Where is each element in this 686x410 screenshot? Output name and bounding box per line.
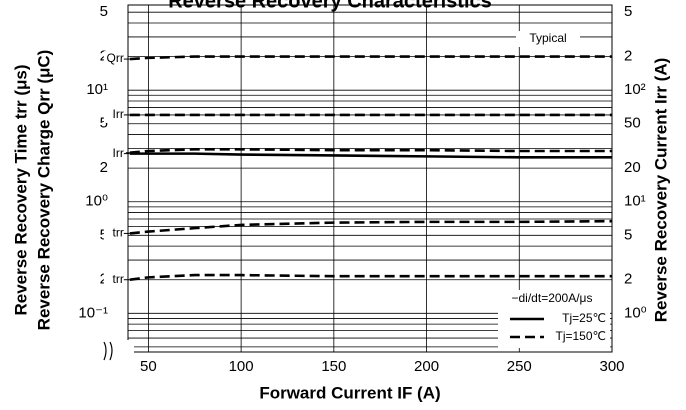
y2-tick-label: 5 (624, 226, 632, 243)
series-label: Irr (113, 107, 124, 121)
x-tick-label: 100 (229, 358, 254, 375)
x-tick-label: 250 (507, 358, 532, 375)
y2-tick-label: 10¹ (624, 193, 646, 210)
x-axis-title: Forward Current IF (A) (259, 383, 440, 402)
y-tick-label: 10⁻¹ (78, 304, 108, 321)
annotation-bg (516, 31, 580, 47)
y2-tick-label: 10⁰ (624, 304, 647, 321)
chart-title: Reverse Recovery Characteristics (168, 0, 492, 12)
series-line (129, 273, 612, 282)
series-line (129, 55, 612, 61)
y-axis-title: Reverse Recovery Time trr (μs) (11, 64, 30, 315)
y-axis-title: Reverse Recovery Charge Qrr (μC) (34, 50, 53, 331)
series-label-bg (103, 106, 126, 123)
x-tick-label: 200 (414, 358, 439, 375)
series-line (129, 152, 612, 159)
annotation: Typical (529, 31, 566, 45)
plot-frame (127, 4, 613, 353)
y-tick-label: 10⁰ (85, 193, 108, 210)
x-tick-label: 50 (140, 358, 157, 375)
series-label: trr (113, 272, 124, 286)
y-tick-label: 5 (100, 3, 108, 20)
series-label-bg (103, 225, 126, 242)
series-label-bg (103, 271, 126, 288)
y-tick-label: 2 (100, 48, 108, 65)
y-tick-label: 2 (100, 159, 108, 176)
series-label-bg (103, 51, 126, 68)
y2-tick-label: 2 (624, 271, 632, 288)
y-tick-label: 5 (100, 226, 108, 243)
x-tick-label: 150 (321, 358, 346, 375)
series-label: Irr (113, 146, 124, 160)
y2-tick-label: 10² (624, 81, 646, 98)
series-label: trr (113, 226, 124, 240)
y2-tick-label: 50 (624, 115, 641, 132)
legend-title: −di/dt=200A/μs (512, 291, 593, 305)
x-tick-label: 300 (599, 358, 624, 375)
series-line (129, 148, 612, 155)
axis-break (103, 341, 113, 361)
y-tick-label: 10¹ (86, 81, 108, 98)
y2-axis-title: Reverse Recovery Current Irr (A) (651, 58, 670, 323)
legend-label: Tj=150℃ (555, 329, 606, 343)
series-label-bg (103, 145, 126, 162)
series-label: Qrr (107, 51, 124, 65)
y2-tick-label: 2 (624, 48, 632, 65)
y-tick-label: 5 (100, 115, 108, 132)
y2-tick-label: 5 (624, 3, 632, 20)
series-line (129, 219, 613, 235)
y-tick-label: 2 (100, 271, 108, 288)
y2-tick-label: 20 (624, 159, 641, 176)
legend-label: Tj=25℃ (562, 311, 606, 325)
